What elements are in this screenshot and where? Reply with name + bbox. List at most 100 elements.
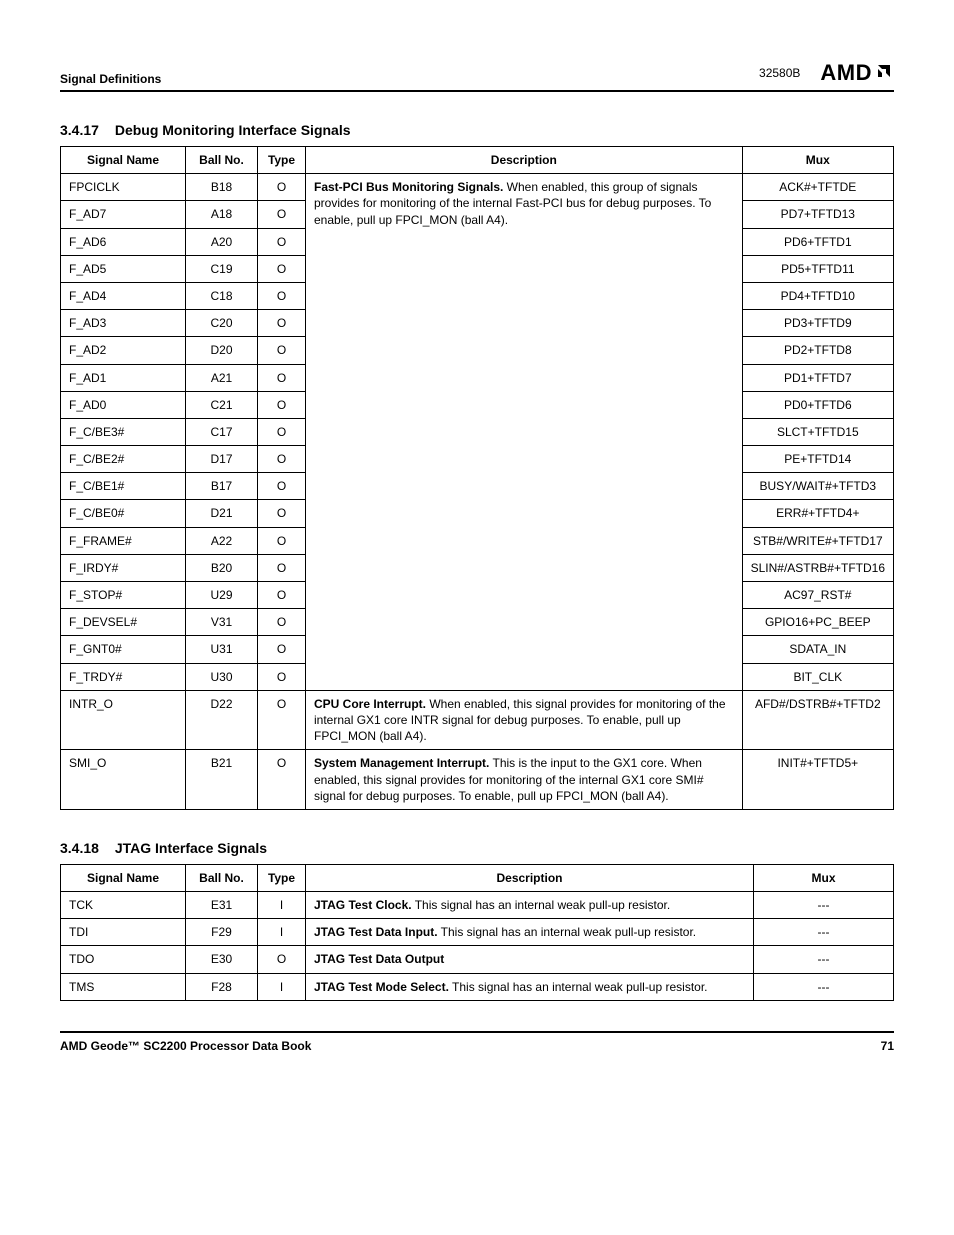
cell-ball-no: F28 — [186, 973, 258, 1000]
page-footer: AMD Geode™ SC2200 Processor Data Book 71 — [60, 1031, 894, 1053]
cell-type: I — [258, 919, 306, 946]
cell-mux: --- — [754, 973, 894, 1000]
cell-type: O — [258, 636, 306, 663]
section-number: 3.4.18 — [60, 840, 99, 856]
cell-ball-no: A22 — [186, 527, 258, 554]
cell-description: JTAG Test Data Output — [306, 946, 754, 973]
cell-signal-name: F_C/BE0# — [61, 500, 186, 527]
col-header-ball: Ball No. — [186, 147, 258, 174]
cell-signal-name: F_FRAME# — [61, 527, 186, 554]
cell-type: O — [258, 364, 306, 391]
cell-signal-name: F_AD4 — [61, 282, 186, 309]
cell-ball-no: C18 — [186, 282, 258, 309]
cell-signal-name: F_AD6 — [61, 228, 186, 255]
cell-signal-name: FPCICLK — [61, 174, 186, 201]
cell-mux: GPIO16+PC_BEEP — [742, 609, 893, 636]
cell-mux: ERR#+TFTD4+ — [742, 500, 893, 527]
cell-signal-name: TMS — [61, 973, 186, 1000]
col-header-type: Type — [258, 147, 306, 174]
cell-signal-name: F_STOP# — [61, 582, 186, 609]
cell-type: O — [258, 554, 306, 581]
col-header-desc: Description — [306, 147, 743, 174]
cell-type: O — [258, 255, 306, 282]
cell-type: O — [258, 228, 306, 255]
cell-ball-no: C20 — [186, 310, 258, 337]
cell-ball-no: E31 — [186, 892, 258, 919]
cell-ball-no: A21 — [186, 364, 258, 391]
table-row: INTR_OD22OCPU Core Interrupt. When enabl… — [61, 690, 894, 750]
cell-ball-no: B17 — [186, 473, 258, 500]
desc-body: This signal has an internal weak pull-up… — [449, 980, 708, 994]
cell-signal-name: F_AD1 — [61, 364, 186, 391]
header-section-label: Signal Definitions — [60, 72, 161, 86]
cell-signal-name: F_C/BE3# — [61, 418, 186, 445]
header-doc-id: 32580B — [759, 66, 800, 80]
cell-signal-name: F_AD5 — [61, 255, 186, 282]
cell-type: O — [258, 391, 306, 418]
cell-mux: STB#/WRITE#+TFTD17 — [742, 527, 893, 554]
cell-ball-no: C19 — [186, 255, 258, 282]
cell-mux: AFD#/DSTRB#+TFTD2 — [742, 690, 893, 750]
cell-mux: PD6+TFTD1 — [742, 228, 893, 255]
cell-description: CPU Core Interrupt. When enabled, this s… — [306, 690, 743, 750]
cell-mux: INIT#+TFTD5+ — [742, 750, 893, 810]
cell-ball-no: D21 — [186, 500, 258, 527]
table-row: TMSF28IJTAG Test Mode Select. This signa… — [61, 973, 894, 1000]
table-header-row: Signal Name Ball No. Type Description Mu… — [61, 147, 894, 174]
table-row: TDIF29IJTAG Test Data Input. This signal… — [61, 919, 894, 946]
cell-mux: --- — [754, 892, 894, 919]
cell-signal-name: TDI — [61, 919, 186, 946]
cell-mux: --- — [754, 946, 894, 973]
table-row: SMI_OB21OSystem Management Interrupt. Th… — [61, 750, 894, 810]
cell-mux: PE+TFTD14 — [742, 446, 893, 473]
col-header-desc: Description — [306, 864, 754, 891]
cell-signal-name: F_IRDY# — [61, 554, 186, 581]
cell-description: System Management Interrupt. This is the… — [306, 750, 743, 810]
cell-ball-no: U30 — [186, 663, 258, 690]
table-row: TDOE30OJTAG Test Data Output--- — [61, 946, 894, 973]
section-number: 3.4.17 — [60, 122, 99, 138]
cell-type: O — [258, 473, 306, 500]
cell-signal-name: TCK — [61, 892, 186, 919]
cell-type: O — [258, 946, 306, 973]
cell-type: O — [258, 690, 306, 750]
cell-type: O — [258, 527, 306, 554]
desc-title: JTAG Test Data Output — [314, 952, 444, 966]
cell-ball-no: C17 — [186, 418, 258, 445]
cell-ball-no: B18 — [186, 174, 258, 201]
cell-ball-no: E30 — [186, 946, 258, 973]
cell-signal-name: SMI_O — [61, 750, 186, 810]
cell-type: O — [258, 609, 306, 636]
col-header-ball: Ball No. — [186, 864, 258, 891]
cell-type: O — [258, 750, 306, 810]
cell-signal-name: F_AD2 — [61, 337, 186, 364]
cell-ball-no: U31 — [186, 636, 258, 663]
cell-ball-no: A20 — [186, 228, 258, 255]
cell-mux: SDATA_IN — [742, 636, 893, 663]
cell-signal-name: F_AD0 — [61, 391, 186, 418]
debug-monitoring-signals-table: Signal Name Ball No. Type Description Mu… — [60, 146, 894, 810]
cell-signal-name: F_C/BE2# — [61, 446, 186, 473]
cell-description: JTAG Test Clock. This signal has an inte… — [306, 892, 754, 919]
table-row: FPCICLKB18OFast-PCI Bus Monitoring Signa… — [61, 174, 894, 201]
cell-mux: PD0+TFTD6 — [742, 391, 893, 418]
cell-type: O — [258, 337, 306, 364]
cell-type: I — [258, 892, 306, 919]
cell-signal-name: F_C/BE1# — [61, 473, 186, 500]
cell-signal-name: F_AD3 — [61, 310, 186, 337]
cell-type: O — [258, 500, 306, 527]
cell-mux: ACK#+TFTDE — [742, 174, 893, 201]
cell-ball-no: D17 — [186, 446, 258, 473]
cell-ball-no: B20 — [186, 554, 258, 581]
desc-body: This signal has an internal weak pull-up… — [438, 925, 697, 939]
amd-logo: AMD — [820, 60, 894, 86]
desc-title: JTAG Test Data Input. — [314, 925, 438, 939]
section-title: JTAG Interface Signals — [115, 840, 267, 856]
cell-signal-name: F_GNT0# — [61, 636, 186, 663]
cell-signal-name: F_AD7 — [61, 201, 186, 228]
col-header-mux: Mux — [754, 864, 894, 891]
cell-signal-name: F_DEVSEL# — [61, 609, 186, 636]
table-row: TCKE31IJTAG Test Clock. This signal has … — [61, 892, 894, 919]
cell-mux: BUSY/WAIT#+TFTD3 — [742, 473, 893, 500]
table-header-row: Signal Name Ball No. Type Description Mu… — [61, 864, 894, 891]
